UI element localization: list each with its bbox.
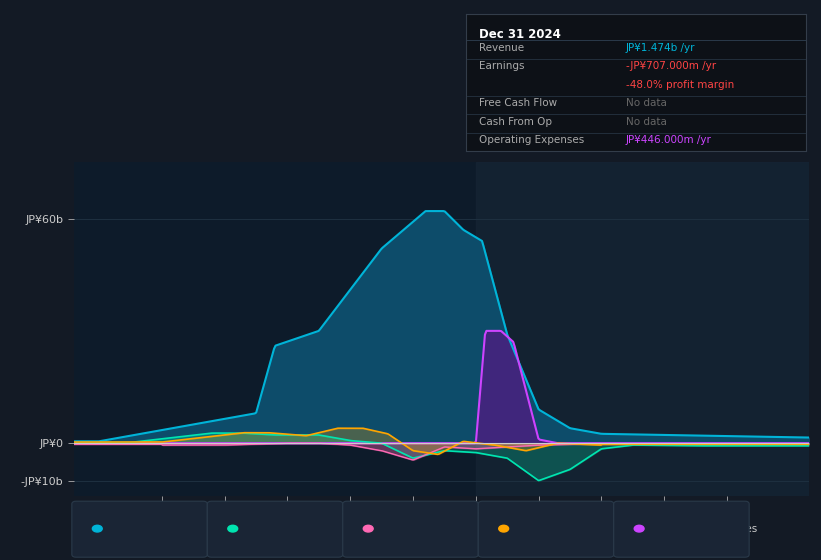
Text: Revenue: Revenue: [479, 43, 525, 53]
Text: No data: No data: [626, 116, 667, 127]
Text: JP¥1.474b /yr: JP¥1.474b /yr: [626, 43, 695, 53]
Text: Cash From Op: Cash From Op: [517, 524, 589, 534]
Text: No data: No data: [626, 98, 667, 108]
Text: Dec 31 2024: Dec 31 2024: [479, 28, 561, 41]
Text: Free Cash Flow: Free Cash Flow: [479, 98, 557, 108]
Text: JP¥446.000m /yr: JP¥446.000m /yr: [626, 135, 712, 145]
Text: Cash From Op: Cash From Op: [479, 116, 553, 127]
Text: Free Cash Flow: Free Cash Flow: [382, 524, 460, 534]
Bar: [476, 162, 821, 496]
Text: Operating Expenses: Operating Expenses: [653, 524, 758, 534]
Text: Earnings: Earnings: [246, 524, 291, 534]
Text: Earnings: Earnings: [479, 61, 525, 71]
Text: -JP¥707.000m /yr: -JP¥707.000m /yr: [626, 61, 716, 71]
Text: Operating Expenses: Operating Expenses: [479, 135, 585, 145]
Text: -48.0% profit margin: -48.0% profit margin: [626, 80, 734, 90]
Text: Revenue: Revenue: [110, 524, 155, 534]
